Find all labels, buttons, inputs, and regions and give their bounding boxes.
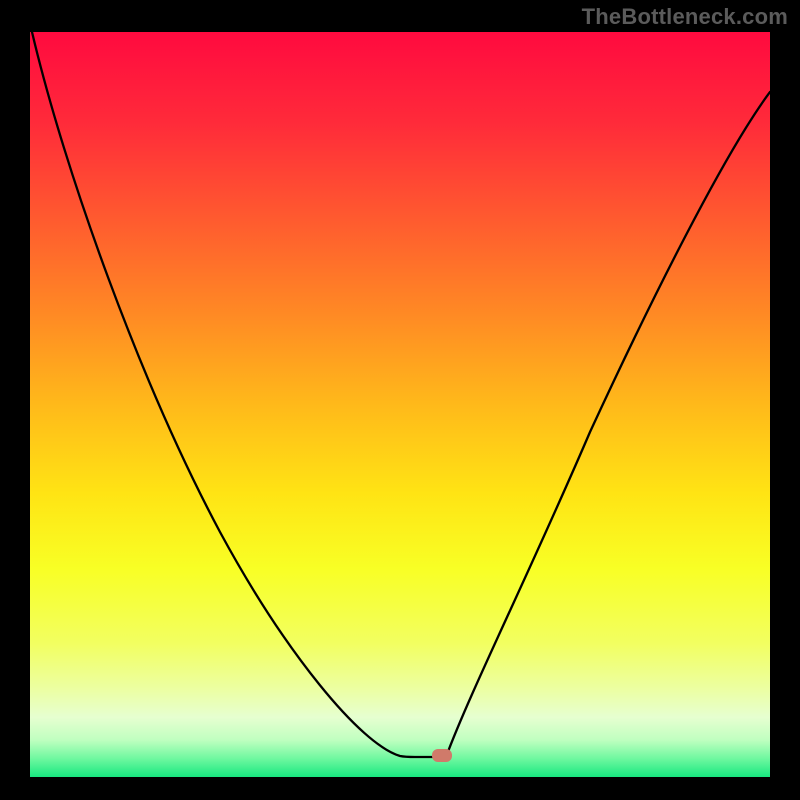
gradient-background	[30, 32, 770, 777]
bottleneck-chart-svg	[30, 32, 770, 777]
site-watermark: TheBottleneck.com	[582, 4, 788, 30]
chart-frame: TheBottleneck.com	[0, 0, 800, 800]
optimum-marker	[432, 749, 452, 762]
plot-area	[30, 32, 770, 777]
